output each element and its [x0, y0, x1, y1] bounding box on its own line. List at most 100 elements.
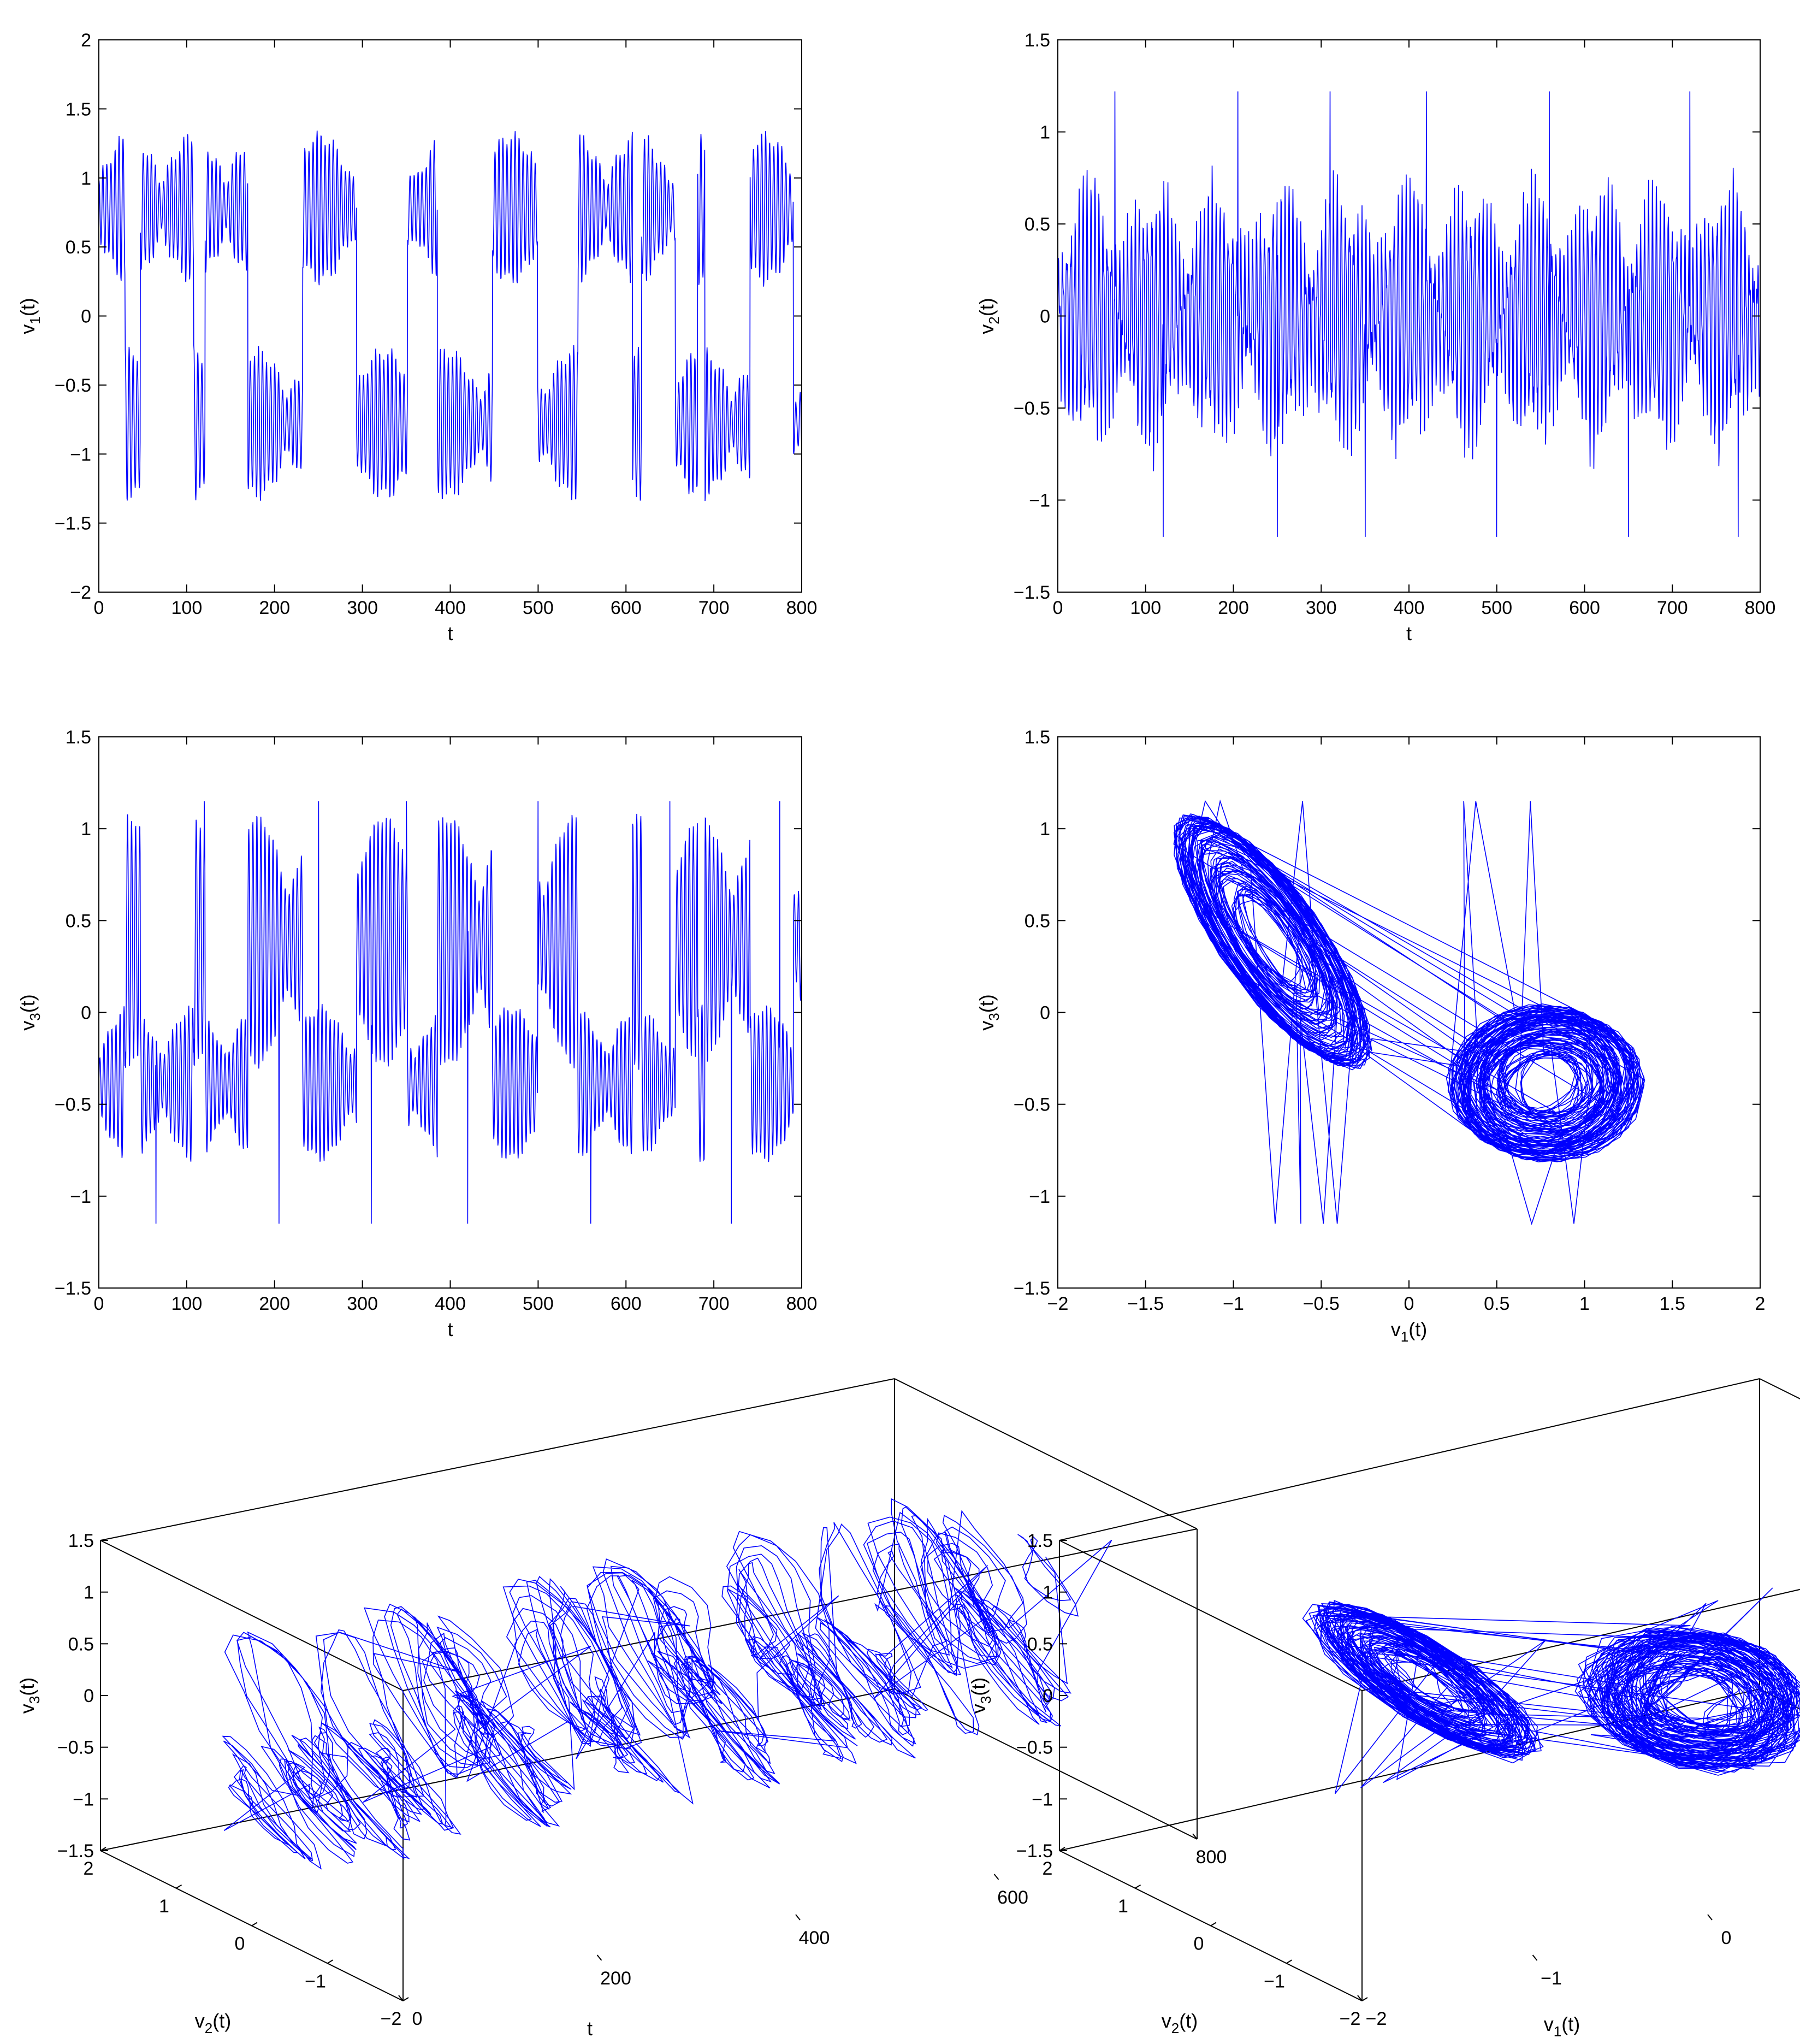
p2-xtick-label: 800	[1745, 598, 1776, 618]
p3-xtick-label: 700	[698, 1293, 730, 1314]
p2-ytick-label: 1.5	[1025, 30, 1050, 51]
p3-xtick-label: 600	[611, 1293, 642, 1314]
p6-y-axis-label-tail: (t)	[1179, 2010, 1198, 2032]
p5-ztick-label: −0.5	[57, 1738, 94, 1758]
p2-y-axis-label-sub: 2	[986, 316, 1002, 324]
p5-xtick-mark	[596, 1954, 602, 1961]
p6-ztick-label: −0.5	[1016, 1738, 1053, 1758]
p1-y-axis-label-base: v	[16, 324, 39, 334]
p5-xtick-label: 400	[799, 1928, 830, 1948]
p2-ytick-label: −1.5	[1014, 582, 1050, 603]
p1-ytick-label: 1.5	[66, 99, 91, 120]
p5-y-axis-label-base: v	[195, 2010, 205, 2032]
p2-xtick-label: 600	[1569, 598, 1600, 618]
p5-box-edge	[402, 1528, 1198, 1691]
p3-series-line	[98, 801, 802, 1224]
p4-y-axis-label-tail: (t)	[975, 994, 998, 1013]
p3-xtick-label: 500	[523, 1293, 554, 1314]
p4-series-line	[1173, 799, 1645, 1226]
p5-z-axis-label-sub: 3	[26, 1696, 43, 1704]
p3-y-axis-label-base: v	[16, 1021, 39, 1031]
p6-ytick-mark	[1286, 1959, 1293, 1964]
p5-ztick-label: 1.5	[68, 1531, 94, 1551]
p3-ytick-label: 1	[81, 819, 91, 840]
panel-v3-time-series: 0 100 200 300 400 500 600 700 800 −1.5 −1 −0.5 0 0.5 1…	[16, 727, 817, 1340]
p6-xtick-mark	[1532, 1954, 1538, 1961]
p2-ytick-label: −0.5	[1014, 398, 1050, 419]
p5-ytick-mark	[175, 1884, 182, 1889]
p1-ytick-label: −2	[70, 582, 91, 603]
p2-ytick-label: 0	[1040, 306, 1050, 327]
p5-ytick-label: −2	[381, 2008, 402, 2029]
p6-ytick-mark	[1210, 1922, 1217, 1927]
p5-xtick-label: 200	[600, 1968, 631, 1989]
p4-ytick-label: 0	[1040, 1003, 1050, 1024]
p3-xtick-label: 300	[347, 1293, 378, 1314]
p4-xtick-label: −1.5	[1127, 1293, 1164, 1314]
p1-axes-box	[98, 39, 802, 593]
p2-xtick-label: 0	[1053, 598, 1063, 618]
p6-z-axis-label-sub: 3	[978, 1696, 994, 1704]
p1-xtick-label: 600	[611, 598, 642, 618]
p5-ytick-label: 0	[235, 1934, 245, 1954]
p5-z-axis-label-base: v	[16, 1704, 38, 1714]
p1-y-axis-label: v1(t)	[16, 298, 43, 334]
p6-z-axis-label: v3(t)	[967, 1677, 994, 1714]
p1-ytick-label: −1.5	[55, 513, 91, 534]
p6-y-axis-label-base: v	[1162, 2010, 1171, 2032]
p6-series-curve	[1302, 1587, 1800, 1794]
p4-ytick-label: −1.5	[1014, 1278, 1050, 1299]
p4-x-axis-label-tail: (t)	[1408, 1318, 1427, 1340]
p1-xtick-label: 200	[259, 598, 290, 618]
p5-xtick-label: 800	[1196, 1847, 1227, 1868]
p6-ytick-label: −1	[1264, 1971, 1285, 1992]
p5-xtick-label: 600	[997, 1887, 1028, 1908]
p6-xtick-label: 0	[1721, 1928, 1732, 1948]
p6-x-axis-label: v1(t)	[1544, 2013, 1580, 2040]
p3-ytick-label: 0.5	[66, 911, 91, 931]
p5-ztick-label: −1	[73, 1789, 94, 1810]
panel-v2-time-series: 0 100 200 300 400 500 600 700 800 −1.5 −1 −0.5 0 0.5 1…	[975, 30, 1775, 645]
p6-ztick-label: −1	[1032, 1789, 1053, 1810]
p6-xtick-label: −2	[1366, 2008, 1387, 2029]
p6-box-edge	[1361, 1588, 1800, 1691]
p5-ztick-label: 0.5	[68, 1634, 94, 1655]
p6-ztick-label: −1.5	[1016, 1841, 1053, 1862]
p4-x-axis-label-base: v	[1391, 1318, 1401, 1340]
p3-ytick-label: −1	[70, 1186, 91, 1207]
p1-ytick-label: 0.5	[66, 237, 91, 258]
p3-xtick-label: 0	[94, 1293, 104, 1314]
p1-xtick-label: 800	[786, 598, 818, 618]
p6-xtick-label: −1	[1541, 1968, 1562, 1989]
p5-ytick-label: 1	[159, 1896, 169, 1917]
p2-xtick-label: 400	[1394, 598, 1425, 618]
p5-y-axis-label: v2(t)	[195, 2010, 231, 2036]
p2-y-axis-label: v2(t)	[975, 298, 1002, 334]
p6-x-axis-label-sub: 1	[1554, 2023, 1561, 2040]
p6-ytick-label: 2	[1043, 1858, 1053, 1879]
p2-xtick-label: 500	[1481, 598, 1512, 618]
p4-ytick-label: 1.5	[1025, 727, 1050, 748]
p4-xtick-label: 1.5	[1660, 1293, 1685, 1314]
p2-xtick-label: 300	[1306, 598, 1337, 618]
p4-y-axis-label-sub: 3	[986, 1013, 1002, 1020]
p5-ztick-label: 0	[84, 1686, 94, 1706]
p5-z-axis-label: v3(t)	[16, 1677, 43, 1714]
p6-z-axis-label-tail: (t)	[967, 1677, 990, 1696]
panel-3d-v1-v2-v3: −1.5 −1 −0.5 0 0.5 1 1.5 2 1 0 −1 −2−2 −1 0 1 2 v1(t) v2(…	[967, 1378, 1800, 2040]
p6-x-axis-label-tail: (t)	[1561, 2013, 1580, 2035]
p6-z-axis-label-base: v	[967, 1704, 990, 1714]
p4-ytick-label: 0.5	[1025, 911, 1050, 931]
p6-ytick-mark	[1134, 1884, 1141, 1889]
p1-xtick-label: 300	[347, 598, 378, 618]
p5-xtick-mark	[993, 1874, 999, 1880]
p1-xtick-label: 0	[94, 598, 104, 618]
p1-ytick-label: 2	[81, 30, 91, 51]
p2-xtick-label: 200	[1218, 598, 1249, 618]
p4-xtick-label: 2	[1755, 1293, 1766, 1314]
p3-y-axis-label-tail: (t)	[16, 994, 39, 1013]
p1-xtick-label: 700	[698, 598, 730, 618]
p5-ytick-label: −1	[305, 1971, 326, 1992]
p6-ytick-label: 0	[1194, 1934, 1204, 1954]
